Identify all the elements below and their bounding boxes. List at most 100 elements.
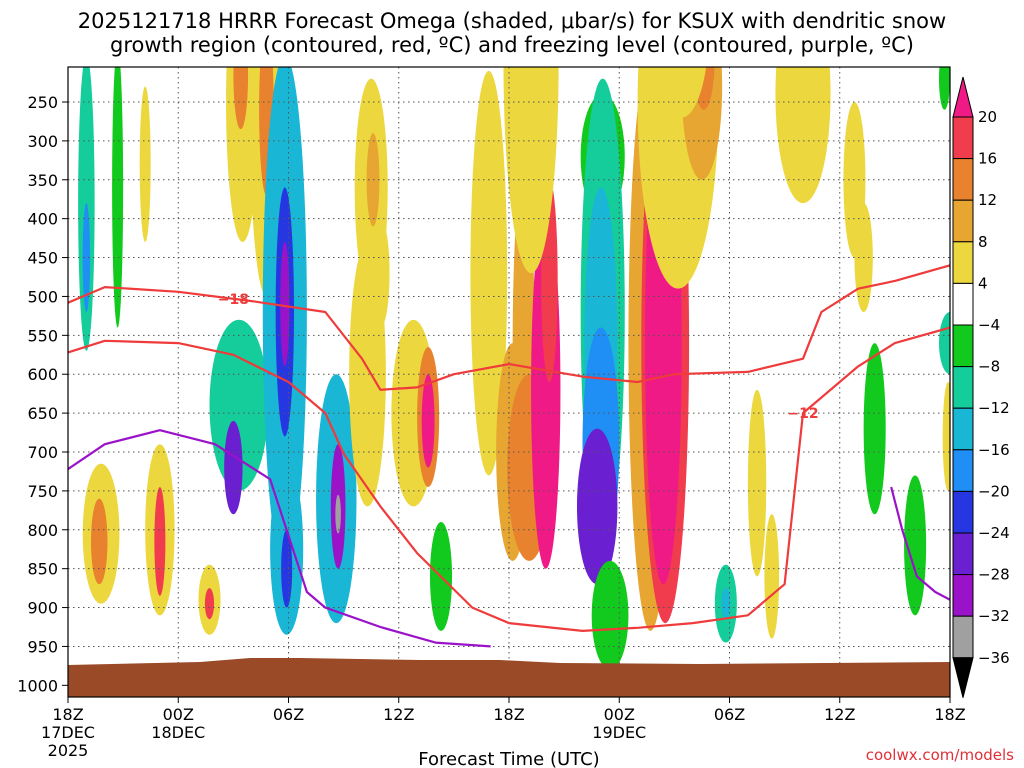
omega-cell [224,343,236,406]
y-tick-label: 400 [27,210,58,229]
x-tick-label: 00Z [604,705,635,724]
omega-cell [942,382,950,491]
colorbar-cell [952,366,974,409]
y-tick-label: 350 [27,171,58,190]
y-tick-label: 500 [27,287,58,306]
colorbar-cell [952,158,974,201]
colorbar-label: 20 [978,108,997,126]
terrain [68,658,950,697]
colorbar-cell [952,657,974,698]
colorbar-label: −16 [978,441,1010,459]
y-tick-label: 600 [27,365,58,384]
omega-cell [775,67,831,204]
y-tick-label: 550 [27,326,58,345]
dgz-contour-label: −12 [787,406,818,422]
colorbar-label: −24 [978,524,1010,542]
omega-cell [371,218,390,328]
colorbar-label: 12 [978,191,997,209]
x-tick-label: 18Z [493,705,524,724]
omega-cell [224,420,243,515]
omega-cell [470,70,508,476]
chart-title-line-2: growth region (contoured, red, ºC) and f… [110,33,914,57]
y-tick-label: 650 [27,404,58,423]
x-tick-label: 18Z [934,705,965,724]
freezing-level-contour [890,486,950,601]
colorbar-cell [952,574,974,617]
y-tick-label: 700 [27,443,58,462]
omega-cell [938,67,950,110]
terrain-ground [68,658,950,697]
pressure-axis: 250 300 350 400 450 500 550 600 650 700 750 800 850 9… [17,93,68,695]
y-tick-label: 1000 [17,676,58,695]
y-tick-label: 800 [27,521,58,540]
colorbar-label: 8 [978,233,988,251]
omega-cell [657,67,707,118]
dgz-contour [68,264,950,391]
omega-cell [863,343,886,515]
x-tick-label: 00Z [163,705,194,724]
x-tick-date: 17DEC [41,723,95,742]
omega-cell [154,487,166,596]
omega-cell [204,588,215,620]
colorbar-cell [952,490,974,534]
x-tick-label: 06Z [714,705,745,724]
colorbar-cell [952,241,974,284]
colorbar-cell [952,76,974,118]
colorbar-cell [952,116,974,160]
x-tick-label: 18Z [52,705,83,724]
omega-cell [82,203,91,312]
credit-link[interactable]: coolwx.com/models [866,746,1014,764]
colorbar-label: −36 [978,649,1010,667]
y-tick-label: 300 [27,132,58,151]
omega-cell [209,319,269,491]
dgz-contour-label: −18 [218,292,249,308]
colorbar-label: −4 [978,316,1000,334]
freezing-level-contour [68,429,491,648]
x-tick-label: 06Z [273,705,304,724]
omega-cell [721,588,731,620]
x-tick-label: 12Z [824,705,855,724]
contour-lines: −18 −12 [68,264,950,648]
colorbar-cell [952,615,974,659]
y-tick-label: 450 [27,249,58,268]
x-tick-year: 2025 [48,741,89,760]
x-tick-label: 12Z [383,705,414,724]
y-tick-label: 950 [27,637,58,656]
omega-cell [764,514,780,639]
omega-cell [576,428,618,585]
colorbar-label: 16 [978,150,997,168]
chart-title-line-1: 2025121718 HRRR Forecast Omega (shaded, … [78,9,946,33]
colorbar-cell [952,199,974,243]
x-tick-date: 18DEC [151,723,205,742]
colorbar: 20 16 12 8 4 −4 −8 −12 −16 −20 −24 −28 −32 −36 [952,76,1010,698]
colorbar-label: −20 [978,482,1010,500]
y-tick-label: 850 [27,560,58,579]
dgz-contour [68,326,950,632]
x-tick-date: 19DEC [592,723,646,742]
omega-cell [591,560,629,670]
colorbar-cell [952,282,974,326]
colorbar-label: −8 [978,358,1000,376]
colorbar-cell [952,449,974,492]
omega-cell [335,494,341,534]
colorbar-cell [952,324,974,368]
omega-cell [747,389,767,577]
y-tick-label: 900 [27,599,58,618]
omega-cell [421,374,435,468]
y-tick-label: 250 [27,93,58,112]
omega-cell [90,498,108,585]
omega-cell [233,67,249,130]
x-axis-title: Forecast Time (UTC) [418,749,599,768]
y-tick-label: 750 [27,482,58,501]
colorbar-label: −28 [978,566,1010,584]
omega-cell [281,529,293,608]
omega-shading [78,67,950,670]
omega-cell [112,67,124,328]
colorbar-label: 4 [978,274,988,292]
colorbar-cell [952,532,974,576]
omega-cell [280,242,290,367]
omega-cell [139,86,151,242]
colorbar-cell [952,407,974,451]
colorbar-label: −12 [978,399,1010,417]
